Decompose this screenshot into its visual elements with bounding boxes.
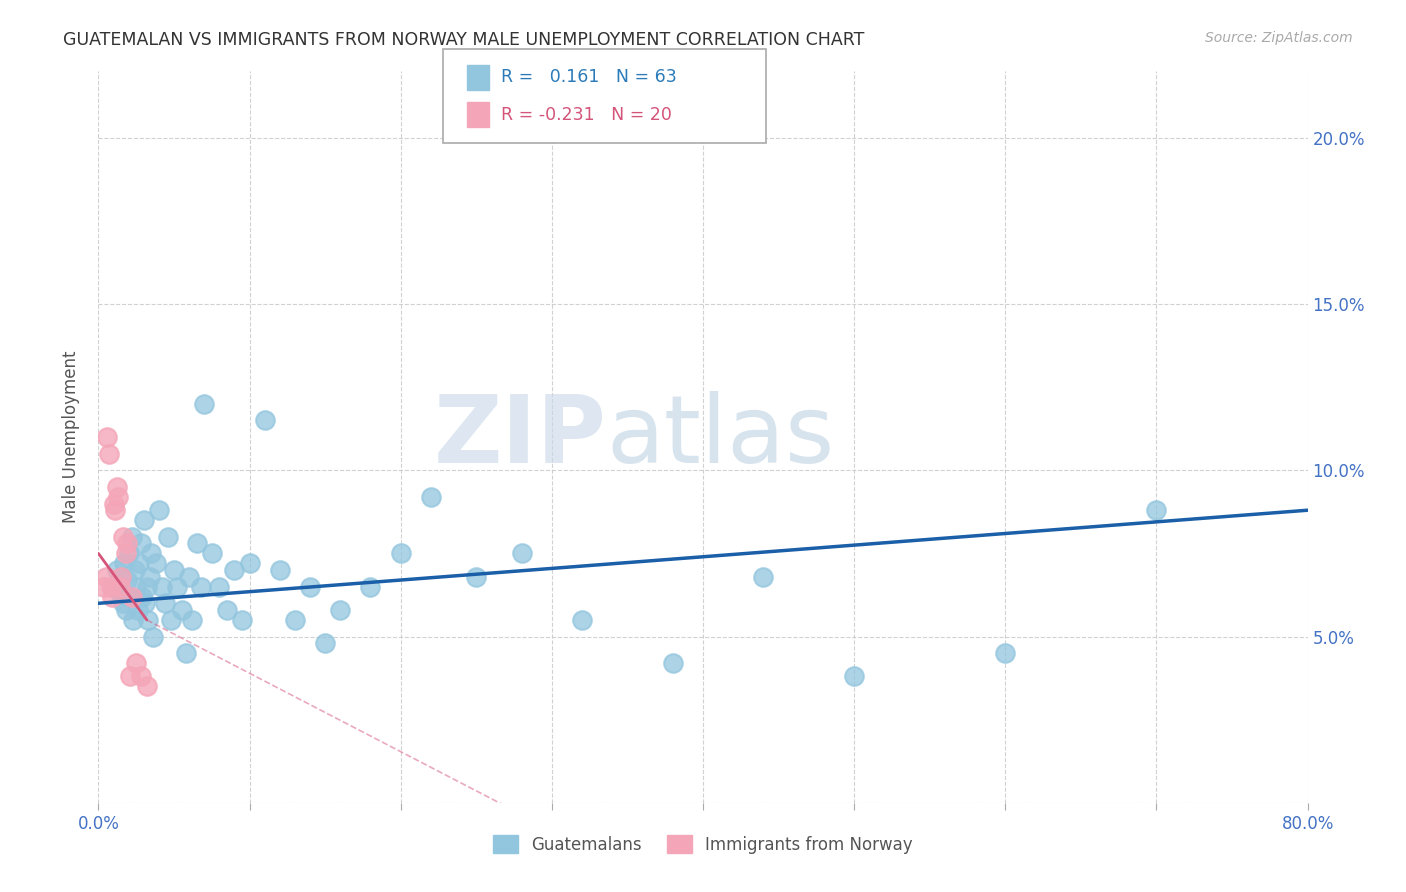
Point <box>115 573 138 587</box>
Point <box>299 580 322 594</box>
Point <box>114 546 136 560</box>
Point <box>115 536 138 550</box>
Point <box>129 536 152 550</box>
Point <box>128 557 150 571</box>
Point <box>166 580 188 594</box>
Legend: Guatemalans, Immigrants from Norway: Guatemalans, Immigrants from Norway <box>486 829 920 860</box>
Point <box>134 596 156 610</box>
Text: ZIP: ZIP <box>433 391 606 483</box>
Point <box>224 563 246 577</box>
Point <box>1144 503 1167 517</box>
Text: Source: ZipAtlas.com: Source: ZipAtlas.com <box>1205 31 1353 45</box>
Point <box>269 563 291 577</box>
Point <box>136 613 159 627</box>
Point <box>510 546 533 560</box>
Point <box>121 590 143 604</box>
Point <box>131 590 153 604</box>
Point <box>190 580 212 594</box>
Point <box>135 580 157 594</box>
Point <box>105 480 128 494</box>
Point <box>120 669 142 683</box>
Point <box>465 570 488 584</box>
Point <box>186 536 208 550</box>
Point <box>114 603 136 617</box>
Point <box>239 557 262 571</box>
Point <box>108 586 131 600</box>
Point <box>360 580 382 594</box>
Point <box>96 430 118 444</box>
Point <box>93 580 115 594</box>
Text: atlas: atlas <box>606 391 835 483</box>
Point <box>142 630 165 644</box>
Point <box>160 613 183 627</box>
Point <box>179 570 201 584</box>
Point <box>111 530 134 544</box>
Point <box>98 447 121 461</box>
Text: R = -0.231   N = 20: R = -0.231 N = 20 <box>501 105 672 123</box>
Point <box>104 503 127 517</box>
Point <box>844 669 866 683</box>
Point <box>94 570 117 584</box>
Point <box>174 646 197 660</box>
Point <box>125 656 148 670</box>
Point <box>150 580 173 594</box>
Point <box>121 530 143 544</box>
Point <box>103 580 125 594</box>
Point <box>103 497 125 511</box>
Point <box>284 613 307 627</box>
Point <box>329 603 352 617</box>
Point <box>129 669 152 683</box>
Point <box>193 397 215 411</box>
Point <box>253 413 276 427</box>
Point <box>101 590 124 604</box>
Point <box>420 490 443 504</box>
Point <box>752 570 775 584</box>
Point <box>100 580 122 594</box>
Point <box>571 613 593 627</box>
Point <box>208 580 231 594</box>
Point <box>124 563 146 577</box>
Point <box>148 503 170 517</box>
Y-axis label: Male Unemployment: Male Unemployment <box>62 351 80 524</box>
Point <box>111 596 134 610</box>
Point <box>141 546 163 560</box>
Text: GUATEMALAN VS IMMIGRANTS FROM NORWAY MALE UNEMPLOYMENT CORRELATION CHART: GUATEMALAN VS IMMIGRANTS FROM NORWAY MAL… <box>63 31 865 49</box>
Point <box>107 490 129 504</box>
Point <box>170 603 193 617</box>
Point <box>139 570 162 584</box>
Point <box>201 546 224 560</box>
Point <box>112 557 135 571</box>
Point <box>108 580 131 594</box>
Point <box>127 603 149 617</box>
Point <box>153 596 176 610</box>
Point <box>145 557 167 571</box>
Point <box>231 613 253 627</box>
Point <box>215 603 238 617</box>
Point <box>110 570 132 584</box>
Point <box>994 646 1017 660</box>
Point <box>132 513 155 527</box>
Point <box>118 546 141 560</box>
Point <box>122 613 145 627</box>
Point <box>156 530 179 544</box>
Point <box>389 546 412 560</box>
Point <box>135 680 157 694</box>
Point <box>110 570 132 584</box>
Point <box>661 656 683 670</box>
Point <box>105 563 128 577</box>
Point <box>163 563 186 577</box>
Text: R =   0.161   N = 63: R = 0.161 N = 63 <box>501 69 676 87</box>
Point <box>314 636 336 650</box>
Point <box>120 590 142 604</box>
Point <box>125 580 148 594</box>
Point <box>181 613 204 627</box>
